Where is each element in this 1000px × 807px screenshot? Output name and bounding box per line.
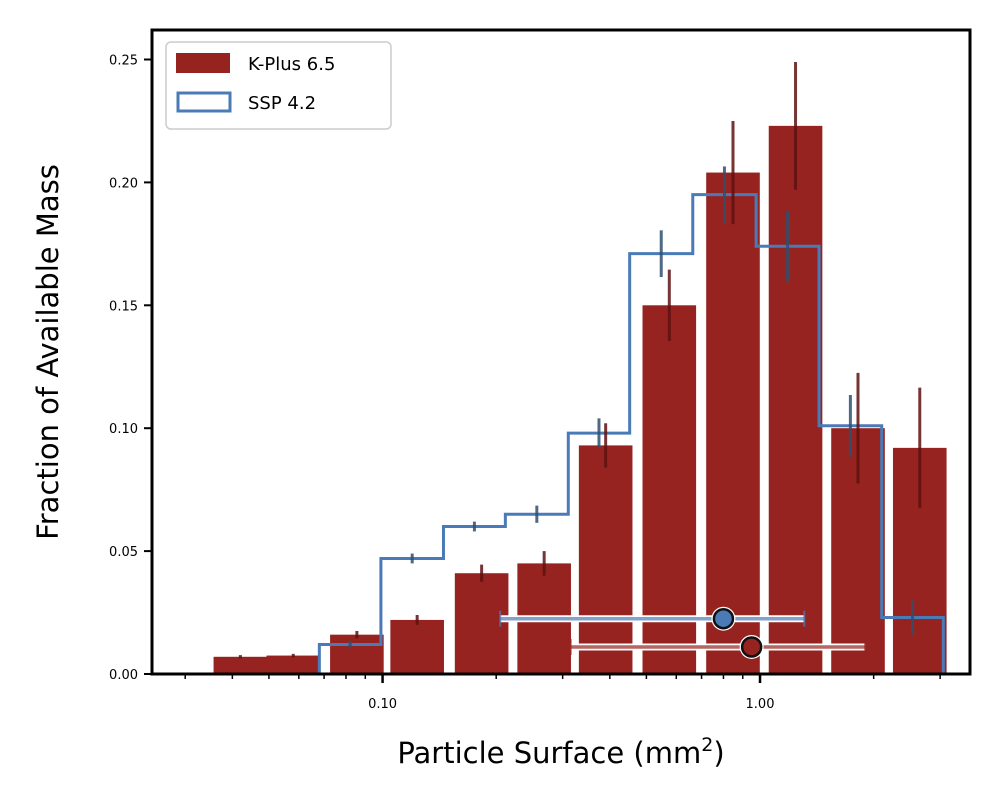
y-tick-label-4: 0.20 bbox=[109, 176, 138, 191]
legend: K-Plus 6.5 SSP 4.2 bbox=[165, 41, 392, 130]
summary-markers bbox=[499, 606, 867, 659]
kplus-bar-10 bbox=[768, 125, 823, 674]
kplus-bar-1 bbox=[213, 656, 268, 674]
legend-swatch-kplus bbox=[176, 53, 230, 73]
y-axis-title: Fraction of Available Mass bbox=[31, 164, 65, 540]
ssp-summary-point bbox=[712, 607, 735, 630]
kplus-bar-4 bbox=[390, 619, 444, 674]
kplus-bars bbox=[213, 125, 947, 674]
y-tick-label-0: 0.00 bbox=[109, 668, 138, 683]
legend-label-ssp: SSP 4.2 bbox=[248, 93, 316, 114]
x-tick-label-1: 1.00 bbox=[746, 697, 775, 712]
x-axis-title: Particle Surface (mm2) bbox=[397, 734, 724, 770]
y-tick-label-3: 0.15 bbox=[109, 299, 138, 314]
error-bars bbox=[238, 61, 922, 659]
axis-ticks: 0.00 0.05 0.10 0.15 0.20 0.25 0.10 1.00 bbox=[109, 53, 941, 712]
kplus-bar-9 bbox=[706, 172, 760, 674]
y-tick-label-1: 0.05 bbox=[109, 545, 138, 560]
legend-label-kplus: K-Plus 6.5 bbox=[248, 54, 335, 75]
kplus-bar-7 bbox=[578, 445, 633, 674]
legend-swatch-ssp bbox=[176, 91, 232, 113]
kplus-bar-3 bbox=[330, 634, 384, 674]
x-tick-label-0: 0.10 bbox=[368, 697, 397, 712]
kplus-bar-8 bbox=[642, 305, 697, 674]
kplus-summary-point bbox=[740, 636, 763, 658]
plot-frame bbox=[150, 28, 972, 676]
y-tick-label-2: 0.10 bbox=[109, 422, 138, 437]
kplus-bar-2 bbox=[266, 655, 321, 674]
y-tick-label-5: 0.25 bbox=[109, 53, 138, 68]
